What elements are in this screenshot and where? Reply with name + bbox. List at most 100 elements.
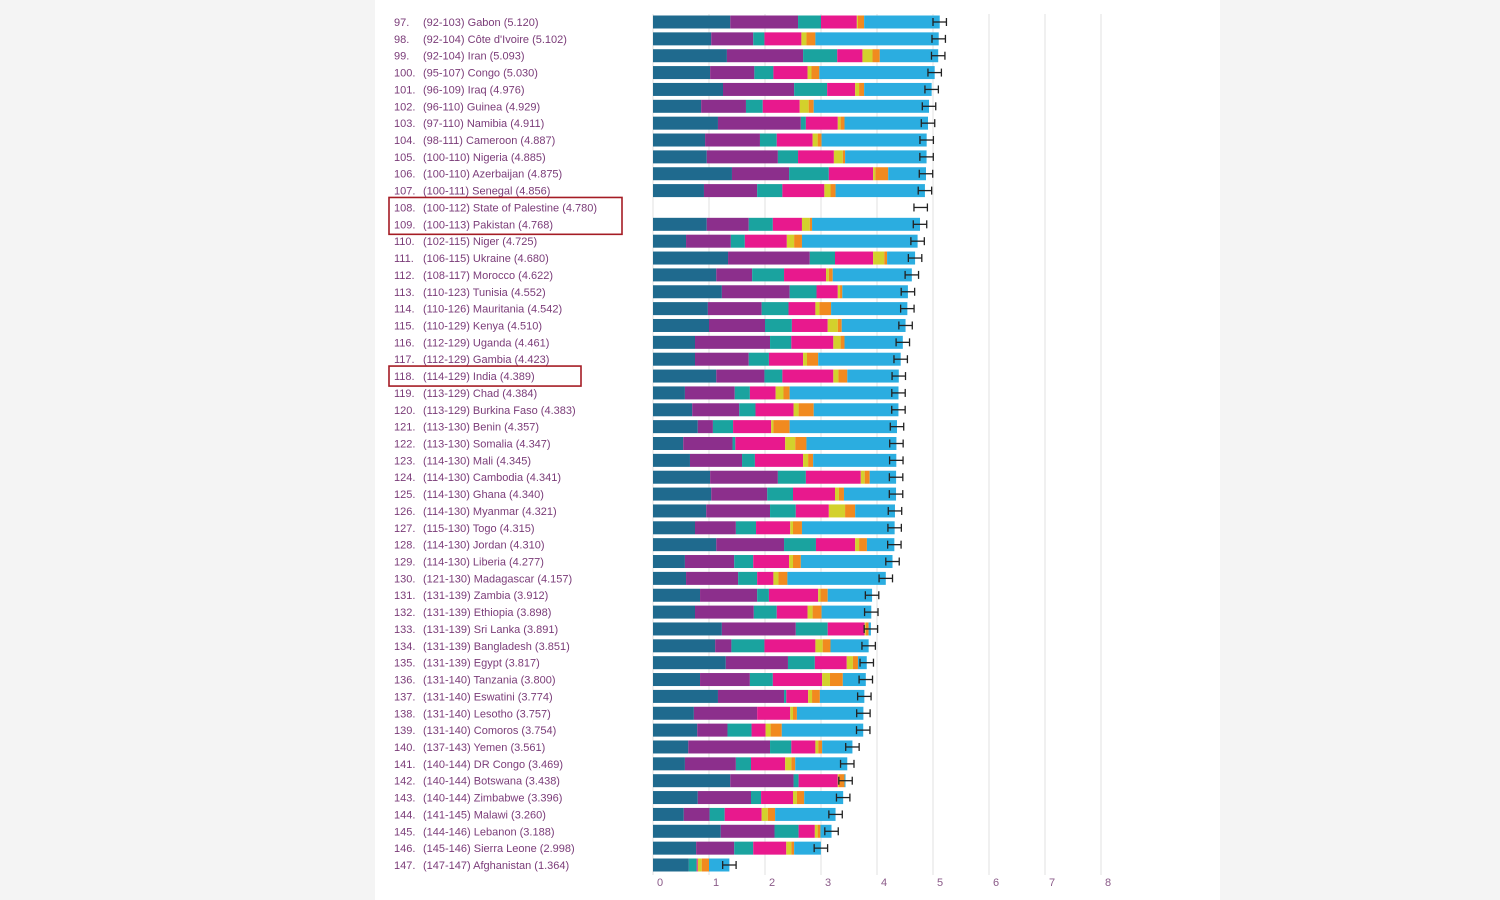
bar-segment-gdp-per-capita — [653, 689, 718, 703]
bar-segment-healthy-life-expectancy — [734, 555, 754, 569]
rank-label: 127. — [394, 523, 415, 535]
bar-segment-generosity — [773, 571, 779, 585]
bar-segment-healthy-life-expectancy — [748, 352, 769, 366]
bar-segment-social-support — [720, 824, 775, 838]
bar-segment-gdp-per-capita — [653, 740, 689, 754]
bar-segment-gdp-per-capita — [653, 841, 697, 855]
bar-segment-dystopia-residual — [781, 723, 864, 737]
bar-segment-perceptions-of-corruption — [864, 470, 870, 484]
bar-segment-generosity — [765, 723, 771, 737]
bar-segment-healthy-life-expectancy — [732, 437, 736, 450]
rank-label: 143. — [394, 793, 415, 805]
bar-segment-gdp-per-capita — [653, 588, 701, 602]
bar-segment-freedom — [753, 841, 787, 855]
bar-segment-perceptions-of-corruption — [791, 841, 795, 855]
bar-segment-healthy-life-expectancy — [735, 757, 751, 771]
bar-segment-generosity — [815, 740, 819, 754]
bar-segment-social-support — [710, 66, 755, 80]
bar-segment-social-support — [721, 285, 790, 299]
bar-segment-healthy-life-expectancy — [748, 217, 773, 231]
bar-segment-healthy-life-expectancy — [765, 318, 792, 332]
rank-label: 146. — [394, 843, 415, 855]
bar-segment-social-support — [695, 605, 754, 619]
bar-segment-freedom — [773, 66, 808, 80]
rank-label: 134. — [394, 641, 415, 653]
country-label: (131-140) Lesotho (3.757) — [423, 708, 551, 720]
bar-segment-generosity — [761, 807, 768, 821]
rank-label: 116. — [394, 337, 415, 349]
bar-segment-healthy-life-expectancy — [709, 807, 725, 821]
bar-segment-gdp-per-capita — [653, 318, 709, 332]
bar-segment-perceptions-of-corruption — [840, 116, 845, 130]
bar-segment-gdp-per-capita — [653, 32, 712, 46]
bar-segment-social-support — [684, 386, 735, 400]
bar-segment-social-support — [684, 757, 736, 771]
country-label: (112-129) Uganda (4.461) — [423, 337, 549, 349]
rank-label: 98. — [394, 34, 409, 46]
rank-label: 123. — [394, 455, 415, 467]
bar-segment-freedom — [749, 386, 776, 400]
bar-segment-dystopia-residual — [801, 521, 895, 535]
bar-segment-generosity — [807, 605, 813, 619]
bar-segment-gdp-per-capita — [653, 116, 718, 130]
bar-segment-healthy-life-expectancy — [764, 369, 783, 383]
rank-label: 136. — [394, 675, 415, 687]
country-label: (100-110) Nigeria (4.885) — [423, 152, 546, 164]
bar-segment-freedom — [753, 555, 790, 569]
bar-segment-social-support — [695, 352, 749, 366]
rank-label: 122. — [394, 439, 415, 451]
bar-segment-social-support — [703, 184, 758, 198]
country-label: (96-109) Iraq (4.976) — [423, 84, 525, 96]
bar-segment-healthy-life-expectancy — [734, 386, 750, 400]
bar-segment-perceptions-of-corruption — [840, 335, 845, 349]
bar-segment-social-support — [711, 32, 754, 46]
bar-segment-generosity — [828, 504, 846, 518]
bar-segment-perceptions-of-corruption — [859, 82, 865, 96]
bar-segment-generosity — [801, 32, 807, 46]
rank-label: 138. — [394, 708, 415, 720]
bar-segment-social-support — [697, 420, 713, 434]
bar-segment-generosity — [815, 639, 823, 653]
bar-segment-perceptions-of-corruption — [806, 32, 816, 46]
bar-segment-perceptions-of-corruption — [852, 656, 858, 670]
bar-segment-gdp-per-capita — [653, 605, 695, 619]
bar-segment-gdp-per-capita — [653, 774, 731, 788]
bar-segment-healthy-life-expectancy — [798, 15, 821, 29]
bar-segment-dystopia-residual — [842, 673, 866, 687]
bar-segment-perceptions-of-corruption — [809, 217, 813, 231]
country-label: (113-130) Somalia (4.347) — [423, 439, 551, 451]
bar-segment-gdp-per-capita — [653, 15, 731, 29]
bar-segment-gdp-per-capita — [653, 521, 695, 535]
country-label: (131-139) Ethiopia (3.898) — [423, 607, 551, 619]
bar-segment-social-support — [693, 706, 758, 720]
bar-segment-healthy-life-expectancy — [752, 268, 785, 282]
bar-segment-healthy-life-expectancy — [800, 116, 806, 130]
bar-segment-freedom — [733, 420, 772, 434]
bar-segment-generosity — [833, 150, 843, 164]
bar-segment-social-support — [731, 167, 790, 181]
bar-segment-freedom — [798, 824, 815, 838]
bar-segment-generosity — [822, 673, 830, 687]
country-label: (114-130) Liberia (4.277) — [423, 557, 544, 569]
bar-segment-gdp-per-capita — [653, 335, 695, 349]
bar-segment-healthy-life-expectancy — [770, 740, 792, 754]
country-label: (114-130) Mali (4.345) — [423, 455, 531, 467]
x-tick-label: 5 — [937, 877, 943, 889]
bar-segment-healthy-life-expectancy — [784, 689, 787, 703]
rank-label: 129. — [394, 557, 415, 569]
bar-segment-generosity — [873, 167, 876, 181]
bar-segment-gdp-per-capita — [653, 791, 698, 805]
bar-segment-generosity — [786, 841, 792, 855]
rank-label: 111. — [394, 253, 414, 265]
bar-segment-healthy-life-expectancy — [738, 571, 758, 585]
bar-segment-generosity — [697, 858, 702, 872]
bar-segment-gdp-per-capita — [653, 150, 707, 164]
bar-segment-freedom — [782, 184, 825, 198]
x-tick-label: 1 — [713, 877, 719, 889]
rank-label: 113. — [394, 287, 415, 299]
bar-segment-social-support — [697, 791, 751, 805]
bar-segment-dystopia-residual — [821, 605, 872, 619]
country-label: (140-144) Zimbabwe (3.396) — [423, 793, 562, 805]
rank-label: 107. — [394, 186, 415, 198]
bar-segment-dystopia-residual — [827, 588, 873, 602]
